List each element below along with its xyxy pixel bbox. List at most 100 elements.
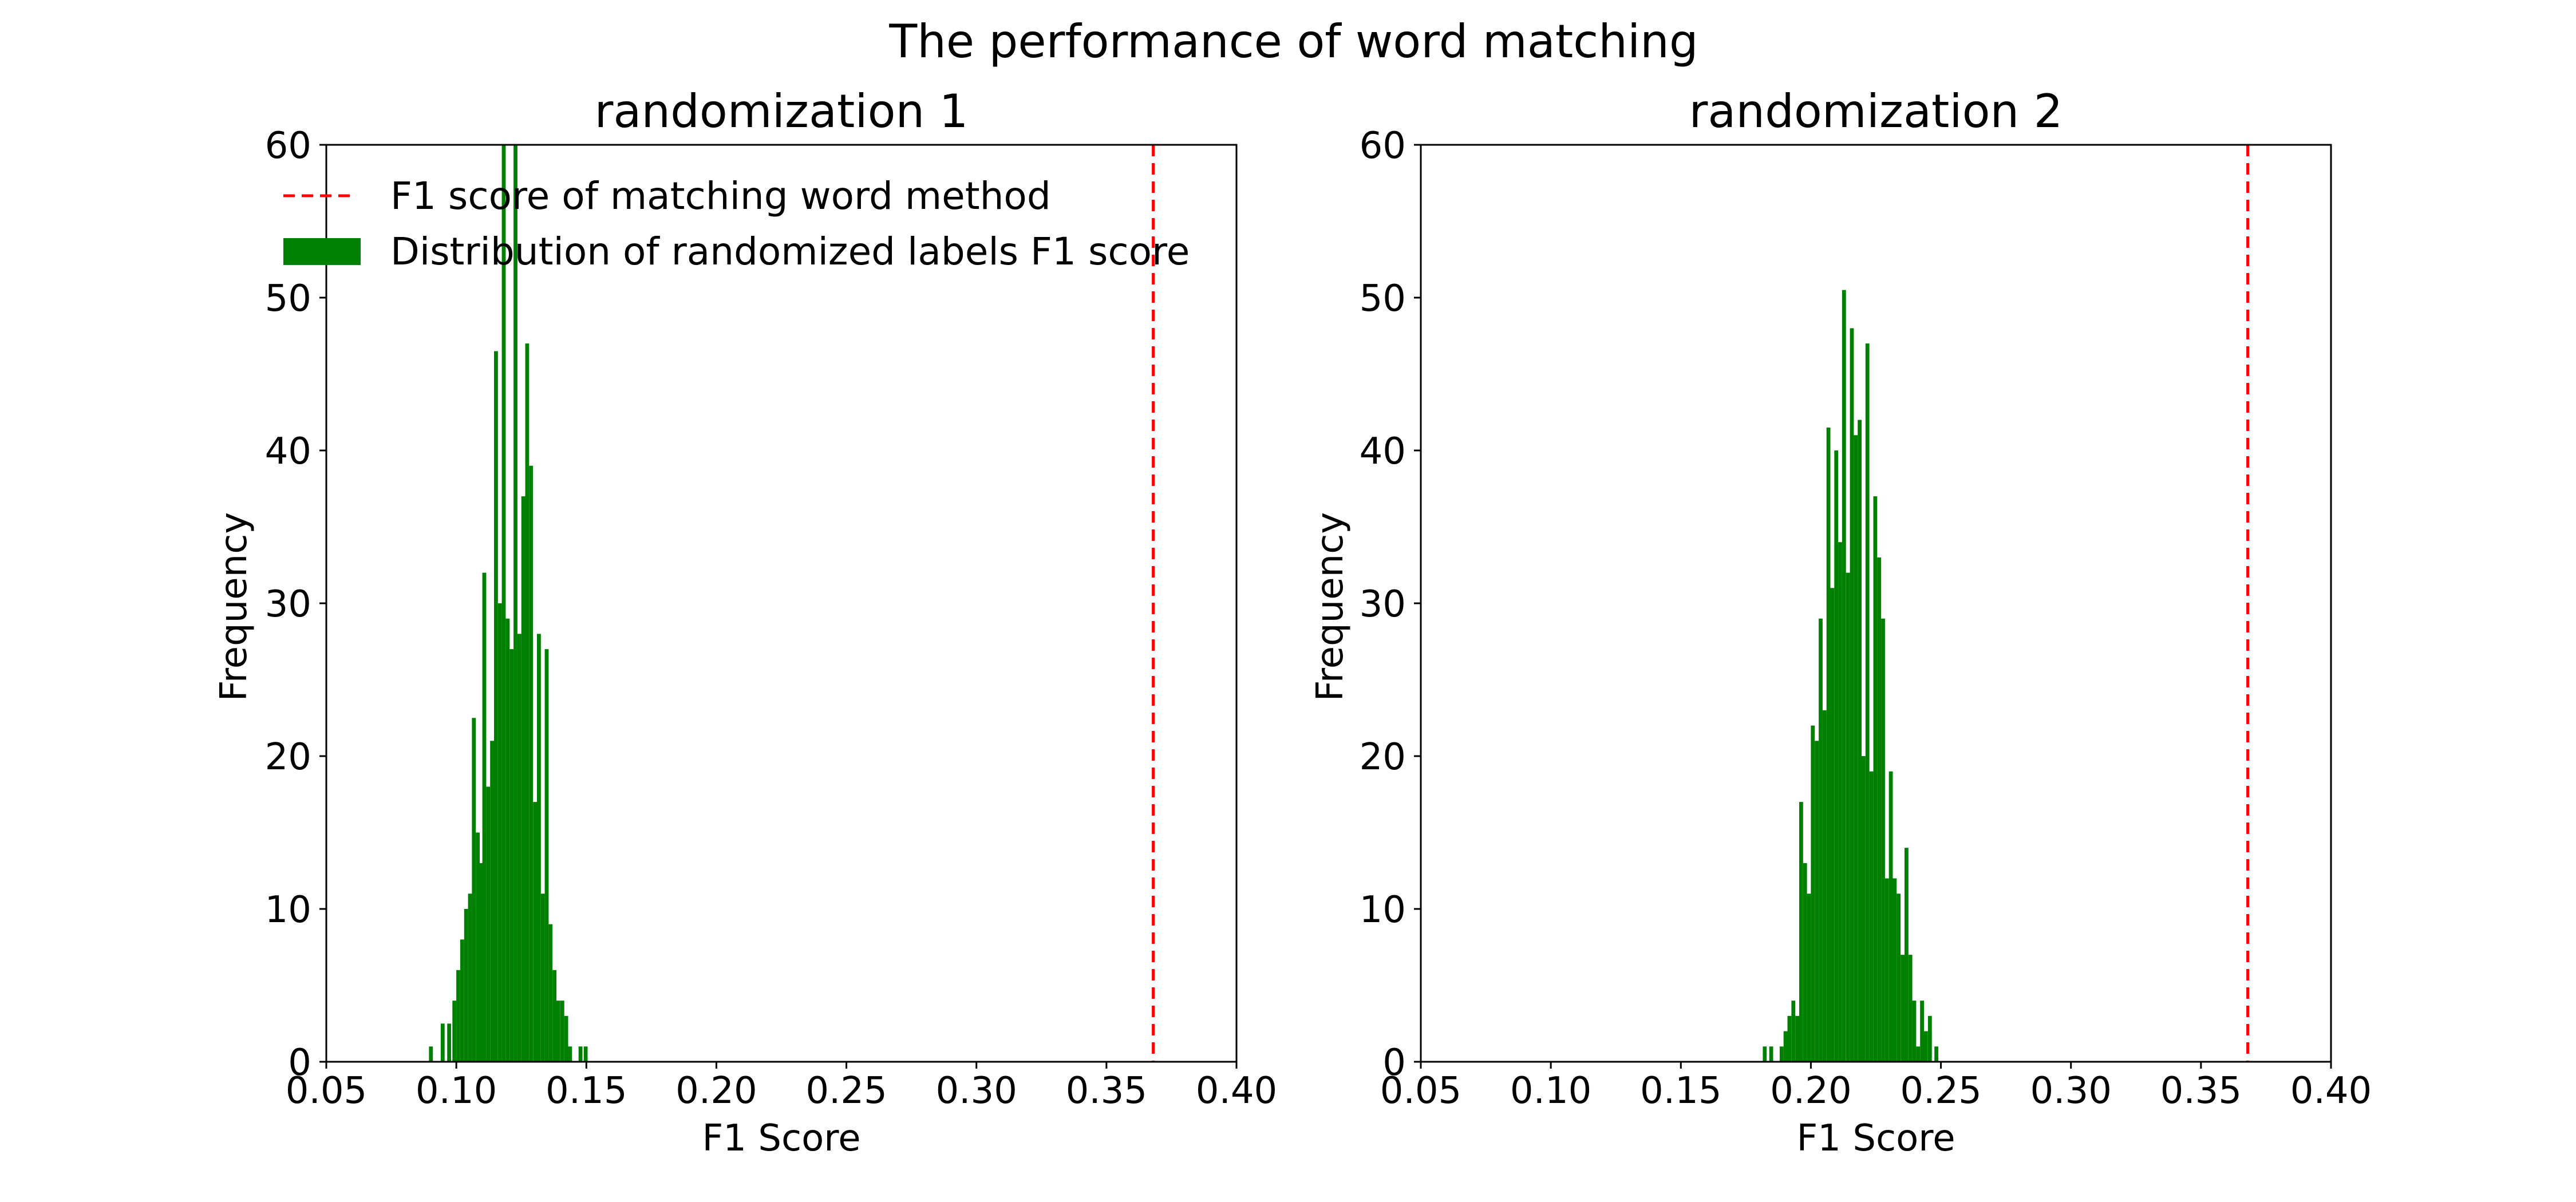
histogram-bar: [1888, 771, 1893, 1062]
histogram-bar: [482, 572, 487, 1062]
histogram-bar: [521, 496, 526, 1062]
histogram-bar: [1822, 710, 1827, 1062]
histogram-bar: [533, 802, 537, 1062]
histogram-bar: [1846, 572, 1850, 1062]
histogram-bar: [1834, 450, 1839, 1062]
histogram-bar: [1893, 878, 1897, 1062]
histogram-bar: [568, 1046, 572, 1062]
histogram-bar: [1763, 1046, 1767, 1062]
x-tick-label: 0.20: [675, 1070, 757, 1112]
x-tick-label: 0.25: [805, 1070, 887, 1112]
y-tick-label: 20: [1360, 736, 1406, 778]
histogram-bar: [1927, 1015, 1932, 1062]
y-tick-label: 10: [1360, 889, 1406, 931]
histogram-bar: [1783, 1031, 1788, 1062]
histogram-bar: [578, 1046, 583, 1062]
x-axis-label: F1 Score: [702, 1117, 860, 1160]
histogram-bar: [1912, 1001, 1917, 1062]
x-tick-label: 0.15: [1640, 1070, 1722, 1112]
x-tick-label: 0.30: [935, 1070, 1017, 1112]
histogram-bar: [494, 351, 498, 1062]
histogram-bar: [1897, 893, 1901, 1062]
histogram-bar: [1842, 290, 1846, 1062]
histogram-bar: [1850, 328, 1854, 1062]
histogram-bar: [1908, 955, 1913, 1062]
x-tick-label: 0.10: [416, 1070, 497, 1112]
histogram-bar: [486, 786, 491, 1062]
axis-ticks: 0.05 0.10 0.15 0.20 0.25 0.30 0.35 0.40 0 10 20 30 4…: [265, 125, 1278, 1112]
y-tick-label: 40: [1360, 430, 1406, 473]
histogram-bar: [1916, 1046, 1921, 1062]
histogram-bar: [476, 832, 480, 1062]
histogram-bars: [1763, 290, 1938, 1062]
histogram-bar: [1830, 588, 1835, 1062]
histogram-bar: [501, 145, 506, 1062]
histogram-bar: [1807, 893, 1811, 1062]
histogram-bar: [552, 970, 556, 1062]
histogram-bar: [1873, 496, 1878, 1062]
histogram-bar: [1815, 741, 1819, 1062]
y-tick-label: 0: [288, 1042, 311, 1084]
x-tick-label: 0.20: [1770, 1070, 1852, 1112]
x-tick-label: 0.05: [1380, 1070, 1462, 1112]
histogram-bars: [429, 145, 588, 1062]
y-axis-label: Frequency: [1309, 512, 1352, 702]
histogram-bar: [440, 1023, 445, 1062]
histogram-bar: [564, 1015, 568, 1062]
histogram-bar: [509, 649, 514, 1062]
y-tick-label: 20: [265, 736, 311, 778]
x-tick-label: 0.10: [1510, 1070, 1592, 1112]
histogram-bar: [472, 718, 476, 1062]
histogram-bar: [1865, 343, 1870, 1062]
histogram-bar: [1779, 1046, 1784, 1062]
histogram-bar: [556, 1001, 560, 1062]
x-tick-label: 0.25: [1900, 1070, 1982, 1112]
histogram-bar: [1854, 435, 1858, 1062]
histogram-bar: [1826, 428, 1831, 1062]
histogram-bar: [1858, 420, 1862, 1062]
histogram-bar: [447, 1023, 451, 1062]
histogram-bar: [464, 909, 468, 1062]
y-tick-label: 60: [1360, 125, 1406, 167]
y-tick-label: 10: [265, 889, 311, 931]
histogram-bar: [468, 893, 472, 1062]
x-tick-label: 0.05: [286, 1070, 368, 1112]
y-tick-label: 50: [1360, 278, 1406, 320]
axis-ticks: 0.05 0.10 0.15 0.20 0.25 0.30 0.35 0.40 0 10 20 30 4…: [1360, 125, 2372, 1112]
histogram-bar: [452, 1001, 457, 1062]
histogram-bar: [583, 1046, 588, 1062]
histogram-bar: [1795, 1015, 1799, 1062]
histogram-bar: [1769, 1046, 1773, 1062]
histogram-bar: [1862, 756, 1866, 1062]
histogram-bar: [529, 465, 534, 1062]
figure-title: The performance of word matching: [888, 15, 1698, 68]
x-tick-label: 0.15: [546, 1070, 627, 1112]
y-tick-label: 30: [265, 583, 311, 626]
panel-title: randomization 2: [1689, 85, 2063, 138]
histogram-bar: [1838, 542, 1842, 1062]
histogram-bar: [460, 939, 464, 1062]
x-tick-label: 0.35: [1066, 1070, 1148, 1112]
legend-green-patch-swatch: [283, 238, 361, 265]
legend-label-threshold: F1 score of matching word method: [390, 174, 1051, 218]
x-tick-label: 0.35: [2160, 1070, 2242, 1112]
x-axis-label: F1 Score: [1796, 1117, 1955, 1160]
histogram-bar: [1884, 878, 1889, 1062]
histogram-bar: [1803, 863, 1807, 1062]
histogram-bar: [537, 634, 541, 1062]
y-tick-label: 60: [265, 125, 311, 167]
histogram-bar: [560, 1001, 564, 1062]
histogram-bar: [525, 343, 530, 1062]
panel-randomization-2: randomization 2 F1 Score Frequency 0.05 0…: [1309, 85, 2372, 1160]
histogram-bar: [1799, 802, 1803, 1062]
y-tick-label: 0: [1382, 1042, 1406, 1084]
histogram-bar: [1791, 1001, 1796, 1062]
histogram-bar: [497, 603, 502, 1062]
histogram-bar: [1869, 771, 1874, 1062]
panel-title: randomization 1: [594, 85, 968, 138]
histogram-bar: [490, 741, 494, 1062]
histogram-bar: [517, 634, 521, 1062]
y-tick-label: 40: [265, 430, 311, 473]
legend: F1 score of matching word method Distrib…: [283, 174, 1190, 274]
